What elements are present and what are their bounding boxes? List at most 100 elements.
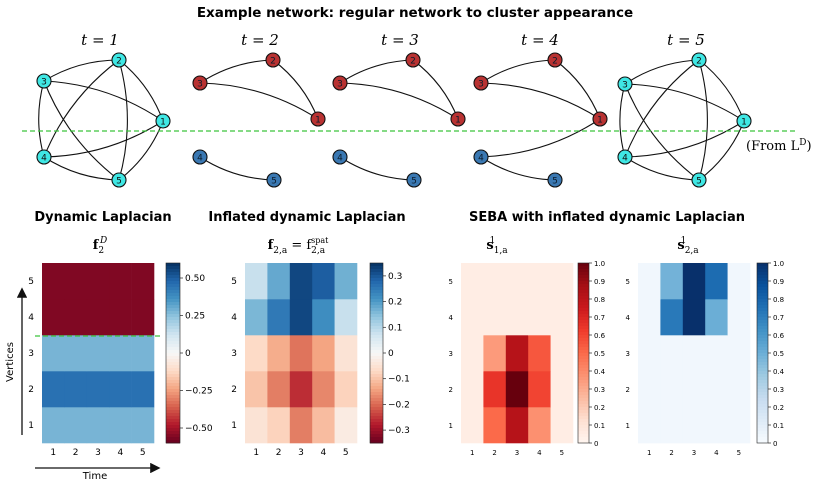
heatmap-cell <box>64 299 88 336</box>
heatmap-cell <box>289 407 313 444</box>
colorbar-segment <box>578 296 589 300</box>
heatmap-cell <box>86 299 110 336</box>
colorbar-segment <box>166 347 180 351</box>
network-node-label: 3 <box>478 80 484 90</box>
colorbar-tick-label: 0.9 <box>594 278 605 286</box>
heatmap-cell <box>461 299 484 336</box>
network-node-2 <box>691 52 707 68</box>
colorbar-segment <box>578 311 589 315</box>
y-tick-label: 4 <box>449 314 454 322</box>
network-node-3 <box>332 75 348 91</box>
colorbar-segment <box>757 302 768 306</box>
colorbar-segment <box>166 362 180 366</box>
colorbar-segment <box>578 425 589 429</box>
colorbar-segment <box>166 338 180 342</box>
colorbar-segment <box>757 371 768 375</box>
colorbar-tick-label: 0.5 <box>773 350 784 358</box>
x-tick-label: 4 <box>537 449 542 457</box>
colorbar-segment <box>370 362 383 366</box>
heatmap-cell <box>461 335 484 372</box>
colorbar-tick-label: 0.7 <box>594 314 605 322</box>
network-node-label: 3 <box>197 80 203 90</box>
heatmap-cell <box>245 299 268 336</box>
colorbar-segment <box>370 293 383 297</box>
colorbar-segment <box>166 317 180 321</box>
colorbar-segment <box>578 266 589 270</box>
colorbar-segment <box>578 302 589 306</box>
colorbar-segment <box>370 302 383 306</box>
x-tick-label: 1 <box>253 448 259 458</box>
heatmap-cell <box>727 371 751 408</box>
x-tick-label: 4 <box>321 448 327 458</box>
colorbar-segment <box>370 347 383 351</box>
colorbar-segment <box>166 404 180 408</box>
colorbar-segment <box>166 290 180 294</box>
y-tick-label: 1 <box>231 421 237 431</box>
network-node-label: 5 <box>552 177 558 187</box>
heatmap-cell <box>483 371 507 408</box>
colorbar-segment <box>166 278 180 282</box>
colorbar-segment <box>757 281 768 285</box>
x-tick-label: 3 <box>692 449 696 457</box>
heatmap-cell <box>312 299 335 336</box>
colorbar-tick-label: 0.9 <box>773 278 784 286</box>
network-edge <box>480 59 556 84</box>
colorbar-segment <box>578 434 589 438</box>
colorbar-tick-label: −0.25 <box>185 387 213 397</box>
colorbar-segment <box>757 419 768 423</box>
colorbar-segment <box>166 326 180 330</box>
heatmap-cell <box>334 371 358 408</box>
colorbar-segment <box>578 335 589 339</box>
colorbar-segment <box>578 305 589 309</box>
network-node-label: 2 <box>116 57 122 67</box>
heatmap-cell <box>131 371 155 408</box>
heatmap-cell <box>245 335 268 372</box>
colorbar-segment <box>166 281 180 285</box>
colorbar-segment <box>757 437 768 441</box>
colorbar-tick-label: 0.1 <box>773 422 784 430</box>
panel-title-f2d: f2D <box>93 236 108 256</box>
colorbar-segment <box>166 416 180 420</box>
panel-title-s1: s1,a1 <box>486 236 508 256</box>
colorbar-segment <box>166 269 180 273</box>
x-tick-label: 4 <box>118 448 124 458</box>
colorbar-segment <box>166 266 180 270</box>
network-node-3 <box>617 76 633 92</box>
network-node-label: 4 <box>41 154 47 164</box>
network-edge <box>624 83 700 181</box>
colorbar-segment <box>578 263 589 267</box>
heatmap-cell <box>682 335 706 372</box>
colorbar-segment <box>757 359 768 363</box>
heatmap-cell <box>705 371 728 408</box>
x-tick-label: 2 <box>492 449 496 457</box>
colorbar-segment <box>578 398 589 402</box>
colorbar-segment <box>166 428 180 432</box>
colorbar-segment <box>578 350 589 354</box>
colorbar-segment <box>166 311 180 315</box>
colorbar-segment <box>370 290 383 294</box>
colorbar-segment <box>166 323 180 327</box>
colorbar-segment <box>370 308 383 312</box>
heatmap-cell <box>638 335 661 372</box>
heatmap-cell <box>528 335 551 372</box>
network-node-1 <box>592 111 608 127</box>
network-node-1 <box>310 111 326 127</box>
network-node-label: 1 <box>597 116 603 126</box>
heatmap-cell <box>289 371 313 408</box>
vertices-axis-label: Vertices <box>5 342 16 382</box>
heatmap-cell <box>727 335 751 372</box>
colorbar-segment <box>578 275 589 279</box>
colorbar-segment <box>370 278 383 282</box>
colorbar-segment <box>370 359 383 363</box>
y-tick-label: 5 <box>626 278 630 286</box>
network-edge <box>339 59 414 84</box>
heatmap-cell <box>461 407 484 444</box>
colorbar-segment <box>757 380 768 384</box>
colorbar-segment <box>370 404 383 408</box>
x-tick-label: 1 <box>50 448 56 458</box>
y-tick-label: 4 <box>626 314 631 322</box>
colorbar-segment <box>578 359 589 363</box>
colorbar-segment <box>578 329 589 333</box>
colorbar-segment <box>757 311 768 315</box>
heatmap-cell <box>660 335 684 372</box>
